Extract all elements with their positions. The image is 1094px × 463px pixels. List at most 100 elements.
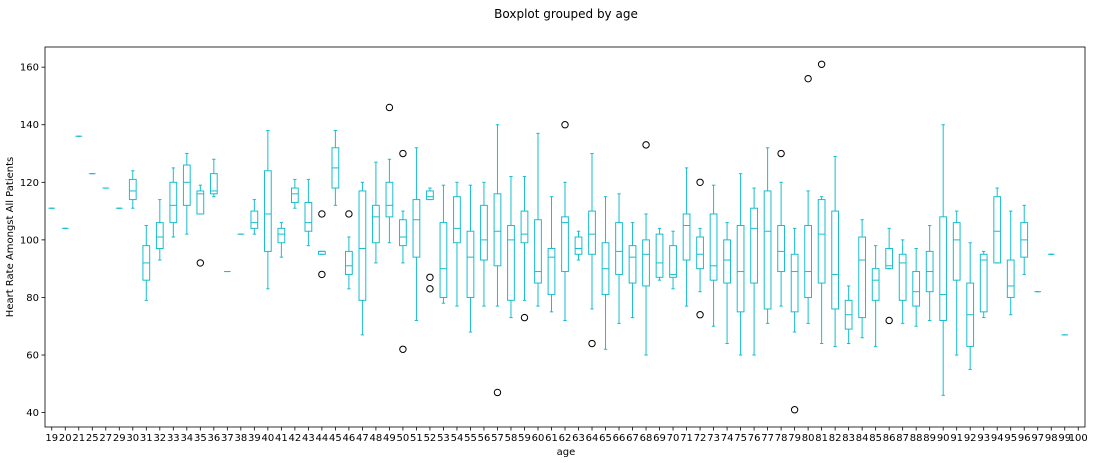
box-iqr	[250, 210, 259, 229]
box-group-age-43	[304, 178, 313, 247]
box-group-age-85	[871, 245, 880, 347]
box-group-age-88	[912, 248, 921, 327]
outlier-point	[588, 339, 596, 348]
box-group-age-47	[358, 181, 367, 336]
outlier-point	[520, 313, 529, 322]
outlier-point	[493, 388, 502, 397]
box-iqr	[1006, 259, 1015, 298]
box-group-age-63	[574, 230, 583, 261]
box-group-age-41	[277, 222, 286, 258]
x-tick-label: 58	[505, 433, 518, 444]
x-tick-label: 66	[613, 433, 626, 444]
x-tick-label: 43	[302, 433, 315, 444]
x-tick-label: 20	[59, 433, 72, 444]
box-iqr	[642, 239, 650, 287]
outlier-point	[399, 149, 407, 158]
x-tick-label: 48	[370, 433, 383, 444]
x-tick-label: 62	[559, 433, 572, 444]
x-tick-label: 32	[153, 433, 166, 444]
box-group-age-45	[331, 129, 340, 206]
box-group-age-58	[507, 176, 515, 319]
y-tick-label: 140	[20, 120, 39, 131]
x-tick-label: 19	[45, 433, 58, 444]
box-group-age-84	[858, 219, 867, 339]
x-tick-label: 51	[410, 433, 423, 444]
outlier-point	[318, 210, 326, 218]
box-group-age-51	[412, 147, 421, 321]
box-group-age-95	[1006, 210, 1015, 316]
x-tick-label: 21	[72, 433, 85, 444]
box-iqr	[399, 219, 407, 247]
box-iqr	[304, 201, 313, 232]
box-iqr	[912, 271, 921, 307]
box-iqr	[709, 213, 718, 281]
box-group-age-30	[128, 170, 137, 209]
x-tick-label: 45	[329, 433, 342, 444]
box-group-age-71	[682, 167, 691, 307]
box-iqr	[507, 224, 515, 301]
x-tick-label: 27	[99, 433, 112, 444]
box-group-age-86	[885, 227, 894, 325]
outlier-point	[426, 273, 434, 282]
box-group-age-72	[696, 178, 704, 319]
box-group-age-61	[547, 196, 556, 313]
x-tick-label: 75	[734, 433, 747, 444]
chart-title: Boxplot grouped by age	[494, 7, 638, 21]
box-group-age-69	[655, 227, 664, 281]
x-tick-label: 59	[518, 433, 531, 444]
box-iqr	[263, 170, 272, 252]
outlier-point	[642, 141, 650, 149]
x-tick-label: 49	[383, 433, 396, 444]
x-tick-label: 84	[856, 433, 869, 444]
box-iqr	[372, 204, 380, 244]
y-tick-label: 80	[26, 293, 39, 304]
x-tick-label: 100	[1069, 433, 1088, 444]
x-tick-label: 40	[261, 433, 274, 444]
x-tick-label: 96	[1018, 433, 1031, 444]
x-tick-label: 54	[451, 433, 464, 444]
box-iqr	[209, 173, 218, 195]
box-group-age-62	[561, 121, 569, 321]
x-tick-label: 67	[626, 433, 639, 444]
x-tick-label: 56	[478, 433, 491, 444]
box-group-age-66	[615, 193, 623, 324]
box-group-age-74	[723, 222, 731, 345]
x-tick-label: 60	[532, 433, 545, 444]
x-tick-label: 73	[707, 433, 720, 444]
box-iqr	[534, 219, 542, 284]
x-tick-label: 88	[910, 433, 923, 444]
x-tick-label: 39	[248, 433, 261, 444]
plot-area	[48, 60, 1069, 414]
x-tick-label: 83	[842, 433, 855, 444]
x-axis-title: age	[557, 447, 576, 458]
x-tick-label: 90	[937, 433, 950, 444]
x-tick-label: 93	[977, 433, 990, 444]
box-iqr	[885, 248, 894, 270]
outlier-point	[318, 270, 326, 279]
outlier-point	[696, 311, 704, 319]
x-tick-label: 50	[397, 433, 410, 444]
box-group-age-44	[318, 210, 326, 279]
x-tick-label: 81	[815, 433, 828, 444]
box-iqr	[466, 230, 475, 298]
box-iqr	[480, 204, 488, 261]
x-tick-label: 47	[356, 433, 369, 444]
box-group-age-87	[898, 239, 907, 324]
outlier-point	[804, 74, 812, 83]
x-tick-label: 38	[234, 433, 247, 444]
box-group-age-53	[439, 184, 448, 304]
box-group-age-50	[399, 149, 407, 353]
box-group-age-42	[290, 178, 299, 209]
box-group-age-56	[480, 181, 488, 307]
x-tick-label: 25	[86, 433, 99, 444]
x-tick-label: 87	[896, 433, 909, 444]
box-iqr	[939, 216, 948, 321]
y-axis-title: Heart Rate Amongst All Patients	[5, 157, 16, 317]
box-iqr	[750, 207, 758, 284]
box-iqr	[682, 213, 691, 261]
box-group-age-83	[844, 285, 853, 345]
box-iqr	[290, 187, 299, 203]
y-tick-label: 120	[20, 178, 39, 189]
